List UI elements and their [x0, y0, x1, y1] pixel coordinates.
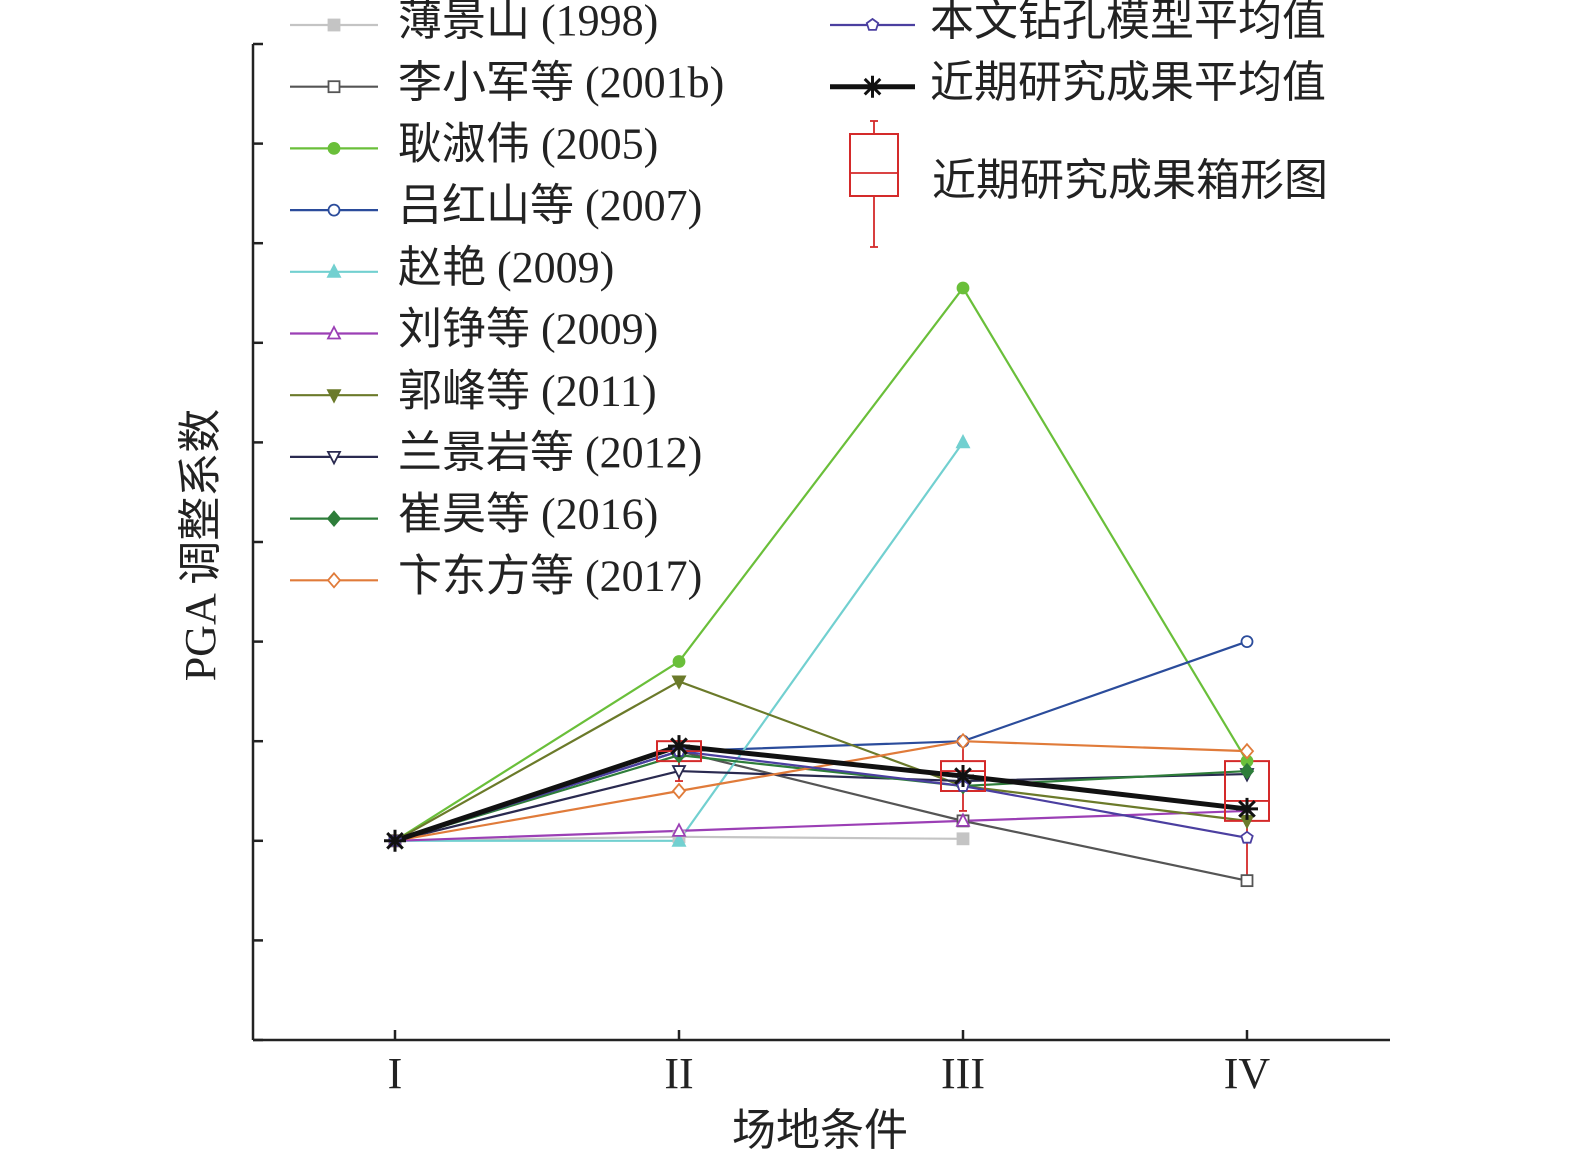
marker: [1240, 830, 1254, 844]
marker: [672, 655, 686, 668]
legend-marker: [327, 141, 341, 155]
marker: [1239, 742, 1255, 760]
legend-marker: [327, 18, 341, 32]
x-tick-label: III: [941, 1049, 985, 1098]
legend-label: 李小军等 (2001b): [398, 58, 724, 107]
marker: [671, 782, 687, 800]
series-line: [394, 754, 1248, 842]
legend-label: 吕红山等 (2007): [398, 181, 702, 230]
legend-marker: [326, 389, 342, 404]
legend-label: 刘铮等 (2009): [398, 305, 658, 354]
legend-label: 兰景岩等 (2012): [398, 428, 702, 477]
marker: [955, 433, 971, 449]
x-tick-label: IV: [1224, 1049, 1271, 1098]
legend-label: 郭峰等 (2011): [398, 366, 657, 415]
legend-marker: [326, 325, 342, 340]
legend-marker: [326, 263, 342, 278]
marker: [671, 765, 687, 780]
legend-label: 近期研究成果平均值: [930, 58, 1326, 107]
marker: [952, 765, 974, 788]
legend-label: 耿淑伟 (2005): [398, 119, 658, 168]
marker: [384, 829, 406, 852]
marker: [955, 732, 971, 750]
marker: [1240, 874, 1254, 888]
legend-marker: [326, 450, 342, 466]
marker: [1239, 762, 1255, 780]
marker: [671, 675, 687, 690]
series-line: [394, 286, 1248, 842]
legend-label: 本文钻孔模型平均值: [930, 0, 1326, 45]
legend-marker: [326, 510, 342, 527]
legend-marker: [327, 80, 341, 94]
marker: [668, 735, 690, 758]
legend-label: 卞东方等 (2017): [398, 551, 702, 600]
legend-label: 崔昊等 (2016): [398, 490, 658, 539]
y-axis-label: PGA 调整系数: [176, 409, 225, 682]
legend-marker: [865, 17, 880, 31]
legend-marker: [861, 75, 884, 98]
legend-box: [849, 133, 899, 197]
x-tick-label: II: [664, 1049, 693, 1098]
legend-label: 薄景山 (1998): [398, 0, 658, 45]
legend-marker: [326, 571, 342, 589]
series-line: [394, 680, 1248, 842]
marker: [955, 812, 971, 827]
marker: [956, 281, 970, 295]
legend-label: 近期研究成果箱形图: [932, 156, 1328, 205]
series-line: [394, 740, 1248, 842]
marker: [1236, 797, 1258, 820]
legend-marker: [327, 203, 341, 217]
x-tick-label: I: [388, 1049, 403, 1098]
x-axis-label: 场地条件: [732, 1106, 908, 1155]
legend-label: 赵艳 (2009): [398, 243, 614, 292]
series-line: [394, 809, 1248, 842]
marker: [671, 832, 687, 847]
marker: [956, 832, 970, 846]
series-line: [394, 640, 1248, 842]
marker: [671, 822, 687, 837]
series-line: [394, 743, 1248, 844]
marker: [1240, 635, 1254, 648]
